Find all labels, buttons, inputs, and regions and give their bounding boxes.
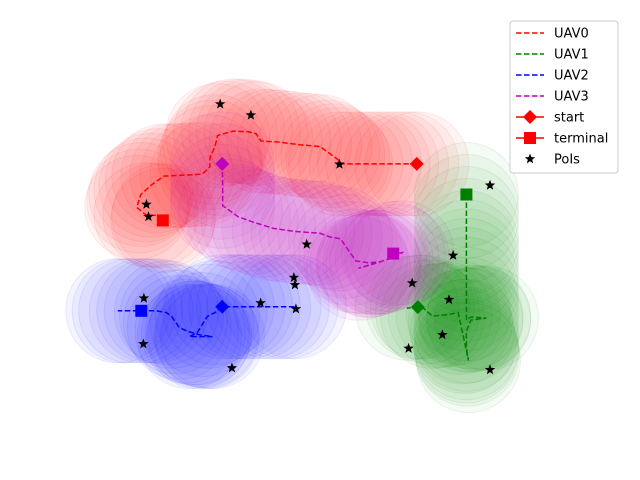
start-marker-uav2 — [215, 299, 230, 314]
poi-star — [484, 364, 496, 375]
coverage-circle-uav3 — [250, 179, 356, 285]
coverage-circle-uav2 — [71, 258, 177, 364]
coverage-circle-uav2 — [122, 269, 228, 375]
coverage-circle-uav3 — [325, 209, 431, 315]
poi-star — [214, 98, 226, 109]
legend-item-uav3: UAV3 — [516, 90, 589, 105]
coverage-circle-uav2 — [134, 278, 240, 384]
legend-box — [509, 20, 619, 174]
poi-star — [245, 109, 257, 120]
poi-star — [138, 292, 150, 303]
coverage-circle-uav3 — [309, 209, 415, 315]
legend-swatch — [524, 153, 536, 164]
terminal-marker-uav0 — [156, 214, 169, 227]
poi-star — [141, 199, 152, 209]
legend-label: UAV2 — [554, 69, 589, 84]
legend-label: UAV1 — [554, 48, 589, 63]
legend-item-uav1: UAV1 — [516, 48, 589, 63]
poi-star — [288, 272, 300, 282]
legend-swatch — [524, 132, 536, 144]
poi-star — [138, 338, 149, 349]
legend-label: terminal — [554, 132, 608, 147]
coverage-circle-uav0 — [280, 103, 386, 209]
coverage-circle-uav3 — [293, 193, 399, 299]
trajectory-uav0 — [135, 130, 417, 221]
terminal-marker-uav2 — [135, 304, 148, 317]
trajectory-uav1 — [406, 194, 487, 361]
coverage-circle-uav2 — [78, 258, 184, 364]
coverage-circle-uav1 — [380, 263, 486, 369]
trajectory-uav3 — [221, 163, 405, 270]
poi-star — [290, 303, 302, 314]
poi-star — [226, 362, 238, 373]
coverage-circle-uav0 — [149, 121, 255, 227]
start-marker-uav1 — [410, 300, 425, 315]
terminal-marker-uav1 — [460, 188, 473, 201]
poi-star — [143, 211, 154, 222]
start-terminal-markers — [135, 156, 473, 317]
legend-label: PoIs — [554, 153, 580, 168]
coverage-circle-uav0 — [267, 94, 373, 200]
coverage-circle-uav1 — [395, 262, 501, 367]
coverage-circle-uav3 — [317, 212, 423, 318]
start-marker-uav3 — [215, 156, 230, 171]
legend-label: UAV3 — [554, 90, 589, 105]
poi-star — [447, 249, 459, 260]
legend-item-pois: PoIs — [524, 153, 580, 168]
poi-star — [406, 277, 418, 288]
trajectory-uav2 — [117, 305, 295, 338]
poi-star — [443, 294, 455, 305]
poi-star — [301, 238, 312, 249]
legend-swatch — [523, 110, 537, 124]
legend-item-uav0: UAV0 — [516, 27, 589, 42]
coverage-circle-uav2 — [96, 258, 202, 364]
legend-item-terminal: terminal — [516, 132, 608, 147]
coverage-circle-uav0 — [236, 90, 342, 196]
poi-star — [334, 158, 345, 169]
legend-item-uav2: UAV2 — [516, 69, 589, 84]
poi-markers — [138, 98, 496, 375]
coverage-circle-uav0 — [162, 94, 268, 200]
coverage-circle-uav2 — [136, 284, 242, 390]
coverage-circle-uav3 — [288, 186, 393, 292]
trajectory-lines — [117, 130, 487, 361]
legend-label: UAV0 — [554, 27, 589, 42]
poi-star — [403, 342, 414, 353]
coverage-circle-uav0 — [275, 99, 381, 205]
legend-label: start — [554, 111, 584, 126]
coverage-circle-uav0 — [334, 111, 440, 217]
coverage-circle-uav0 — [325, 111, 431, 217]
coverage-circle-uav2 — [126, 274, 232, 380]
poi-star — [437, 329, 448, 340]
legend-item-start: start — [516, 110, 584, 126]
poi-star — [289, 279, 301, 290]
coverage-circles — [65, 78, 539, 414]
poi-star — [255, 297, 266, 308]
coverage-circle-uav3 — [211, 172, 317, 278]
coverage-circle-uav2 — [103, 258, 209, 364]
coverage-circle-uav3 — [170, 134, 276, 240]
start-marker-uav0 — [409, 156, 424, 171]
legend: UAV0 UAV1 UAV2 UAV3 start terminal PoIs — [509, 20, 619, 174]
terminal-marker-uav3 — [387, 247, 400, 260]
coverage-circle-uav2 — [195, 254, 301, 360]
coverage-circle-uav3 — [316, 210, 422, 316]
coverage-circle-uav0 — [84, 154, 190, 260]
poi-star — [484, 179, 496, 190]
